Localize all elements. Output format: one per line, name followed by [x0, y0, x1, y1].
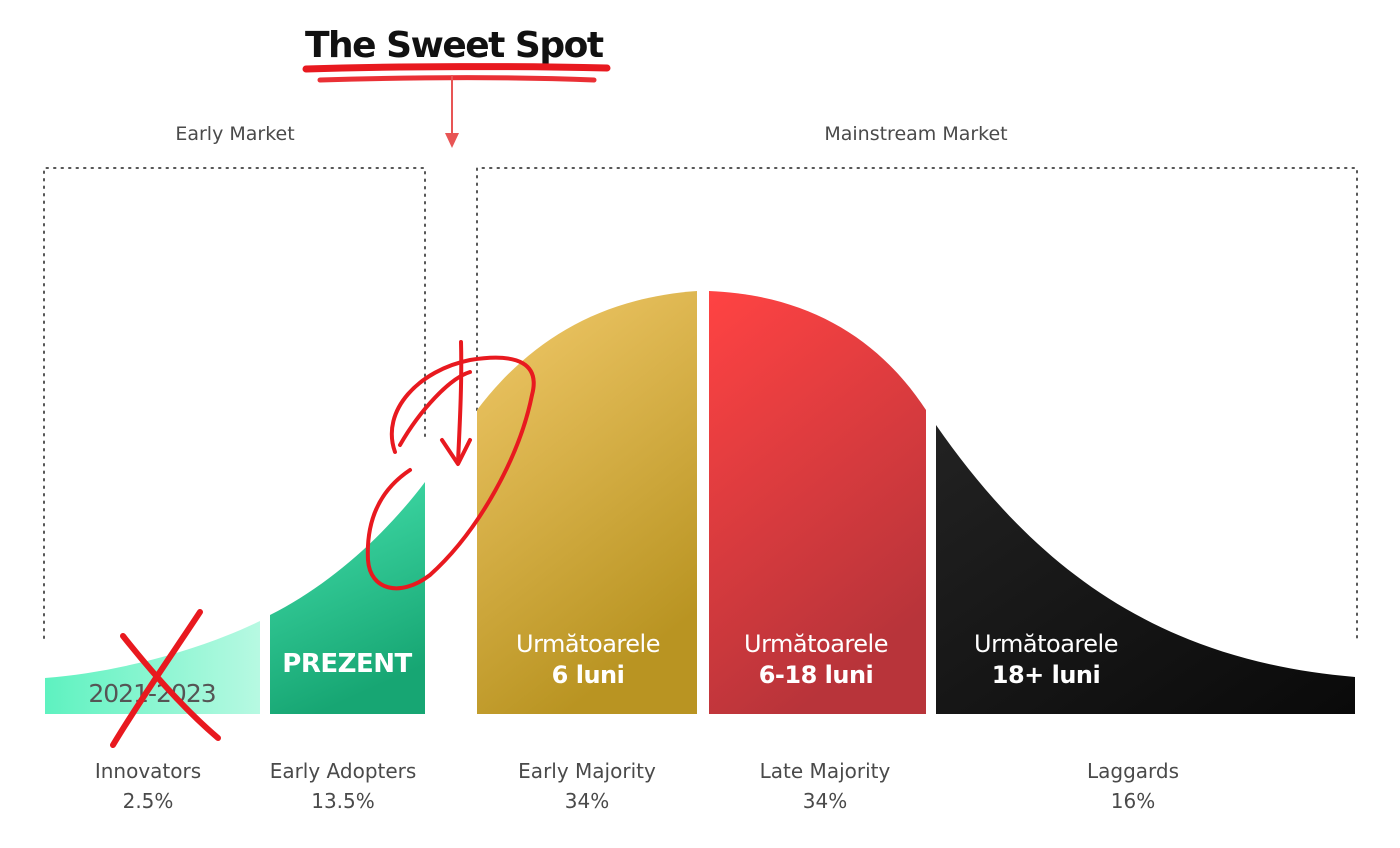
mainstream-market-label: Mainstream Market [824, 123, 1007, 145]
early-adopters-segment [270, 482, 425, 714]
group-labels: Innovators 2.5% Early Adopters 13.5% Ear… [95, 759, 1179, 813]
laggards-segment [936, 425, 1355, 714]
title-underline [302, 63, 611, 83]
highlight-arrow [440, 340, 472, 466]
page-title: The Sweet Spot [305, 25, 604, 66]
cross-out-mark [110, 609, 221, 748]
group-name-innovators: Innovators [95, 759, 201, 783]
late-majority-segment [709, 291, 926, 714]
title-arrow [445, 75, 459, 148]
laggards-line2: 18+ luni [992, 661, 1101, 689]
group-name-laggards: Laggards [1087, 759, 1179, 783]
mainstream-market-box [476, 167, 1358, 639]
laggards-line1: Următoarele [974, 630, 1118, 658]
early-market-box [43, 167, 426, 639]
early-majority-line1: Următoarele [516, 630, 660, 658]
group-pct-early-adopters: 13.5% [311, 789, 375, 813]
late-majority-line1: Următoarele [744, 630, 888, 658]
highlight-circle [365, 355, 536, 591]
group-name-late-majority: Late Majority [760, 759, 891, 783]
group-pct-innovators: 2.5% [123, 789, 174, 813]
group-pct-laggards: 16% [1111, 789, 1155, 813]
early-majority-line2: 6 luni [552, 661, 625, 689]
late-majority-line2: 6-18 luni [759, 661, 874, 689]
group-pct-early-majority: 34% [565, 789, 609, 813]
group-name-early-majority: Early Majority [518, 759, 656, 783]
early-market-label: Early Market [175, 123, 294, 145]
group-name-early-adopters: Early Adopters [270, 759, 417, 783]
early-adopters-status: PREZENT [282, 649, 412, 679]
group-pct-late-majority: 34% [803, 789, 847, 813]
